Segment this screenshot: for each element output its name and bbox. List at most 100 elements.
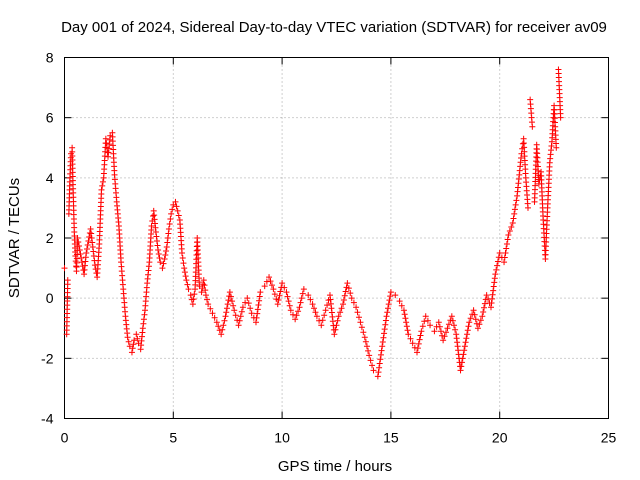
- data-point: [383, 313, 390, 320]
- data-point-trail: [164, 239, 171, 246]
- data-point-trail: [503, 245, 510, 252]
- data-point-trail: [491, 275, 498, 282]
- data-point-trail: [307, 296, 314, 303]
- data-point-trail: [347, 290, 354, 297]
- data-point: [183, 277, 190, 284]
- data-point-trail: [342, 288, 349, 295]
- data-point: [322, 307, 329, 314]
- data-point-trail: [407, 335, 414, 342]
- data-point-trail: [473, 320, 480, 327]
- data-point-trail: [224, 301, 231, 308]
- data-point-trail: [324, 302, 331, 309]
- data-point-trail: [488, 300, 495, 307]
- data-point-trail: [464, 331, 471, 338]
- data-point: [131, 337, 138, 344]
- data-point: [313, 313, 320, 320]
- data-point-trail: [402, 315, 409, 322]
- data-point-trail: [216, 327, 223, 334]
- data-point-trail: [298, 295, 305, 302]
- data-point: [235, 322, 242, 329]
- data-point-trail: [360, 329, 367, 336]
- data-point-trail: [190, 296, 197, 303]
- data-point-trail: [437, 328, 444, 335]
- data-point-trail: [337, 309, 344, 316]
- data-point: [252, 319, 259, 326]
- data-point-trail: [490, 287, 497, 294]
- data-point-trail: [153, 238, 160, 245]
- data-point-trail: [380, 334, 387, 341]
- data-point-trail: [154, 242, 161, 249]
- data-point: [496, 250, 503, 257]
- data-point: [155, 247, 162, 254]
- data-point-trail: [129, 345, 136, 352]
- data-point: [427, 322, 434, 329]
- data-point: [202, 292, 209, 299]
- data-point: [431, 328, 438, 335]
- data-point: [279, 280, 286, 287]
- data-point-trail: [332, 326, 339, 333]
- data-point: [292, 316, 299, 323]
- data-point: [474, 325, 481, 332]
- data-point: [340, 301, 347, 308]
- data-point-trail: [365, 347, 372, 354]
- data-point-trail: [490, 283, 497, 290]
- data-point: [163, 244, 170, 251]
- data-point-trail: [299, 290, 306, 297]
- data-point-trail: [493, 266, 500, 273]
- data-point: [457, 367, 464, 374]
- y-tick-label: -4: [41, 411, 54, 427]
- data-point: [414, 349, 421, 356]
- data-point-trail: [424, 317, 431, 324]
- data-point: [435, 319, 442, 326]
- data-point-trail: [162, 252, 169, 259]
- data-point: [296, 304, 303, 311]
- data-point-trail: [289, 311, 296, 318]
- data-point-trail: [419, 323, 426, 330]
- data-point-trail: [86, 229, 93, 236]
- data-point-trail: [268, 282, 275, 289]
- data-point-trail: [403, 319, 410, 326]
- data-point: [209, 310, 216, 317]
- data-point-trail: [237, 313, 244, 320]
- data-point: [187, 292, 194, 299]
- data-point-trail: [247, 305, 254, 312]
- data-point-trail: [476, 321, 483, 328]
- data-point-trail: [221, 317, 228, 324]
- data-point-trail: [140, 316, 147, 323]
- data-point-trail: [173, 203, 180, 210]
- x-axis-label: GPS time / hours: [278, 458, 392, 475]
- data-point-trail: [376, 364, 383, 371]
- data-point-trail: [341, 292, 348, 299]
- data-point-trail: [358, 324, 365, 331]
- data-point-trail: [169, 206, 176, 213]
- data-point-trail: [285, 298, 292, 305]
- data-point-trail: [253, 314, 260, 321]
- data-point-trail: [367, 357, 374, 364]
- data-point-trail: [223, 305, 230, 312]
- data-point-trail: [506, 227, 513, 234]
- data-point-trail: [355, 314, 362, 321]
- data-point: [159, 265, 166, 272]
- data-point-trail: [88, 230, 95, 237]
- data-point-trail: [227, 293, 234, 300]
- data-point-trail: [384, 305, 391, 312]
- data-point-trail: [293, 312, 300, 319]
- data-point-trail: [415, 340, 422, 347]
- data-point-trail: [369, 362, 376, 369]
- data-point-trail: [184, 281, 191, 288]
- data-point-trail: [469, 311, 476, 318]
- data-point-trail: [398, 302, 405, 309]
- data-point: [466, 319, 473, 326]
- data-point: [400, 307, 407, 314]
- data-point-trail: [179, 255, 186, 262]
- data-point-trail: [99, 178, 106, 185]
- data-point-trail: [504, 236, 511, 243]
- data-point: [148, 222, 155, 229]
- data-point-trail: [403, 323, 410, 330]
- data-point: [392, 292, 399, 299]
- data-point-trail: [88, 235, 95, 241]
- data-point: [387, 289, 394, 296]
- data-point: [374, 373, 381, 380]
- data-point-trail: [76, 243, 83, 250]
- data-point: [300, 286, 307, 293]
